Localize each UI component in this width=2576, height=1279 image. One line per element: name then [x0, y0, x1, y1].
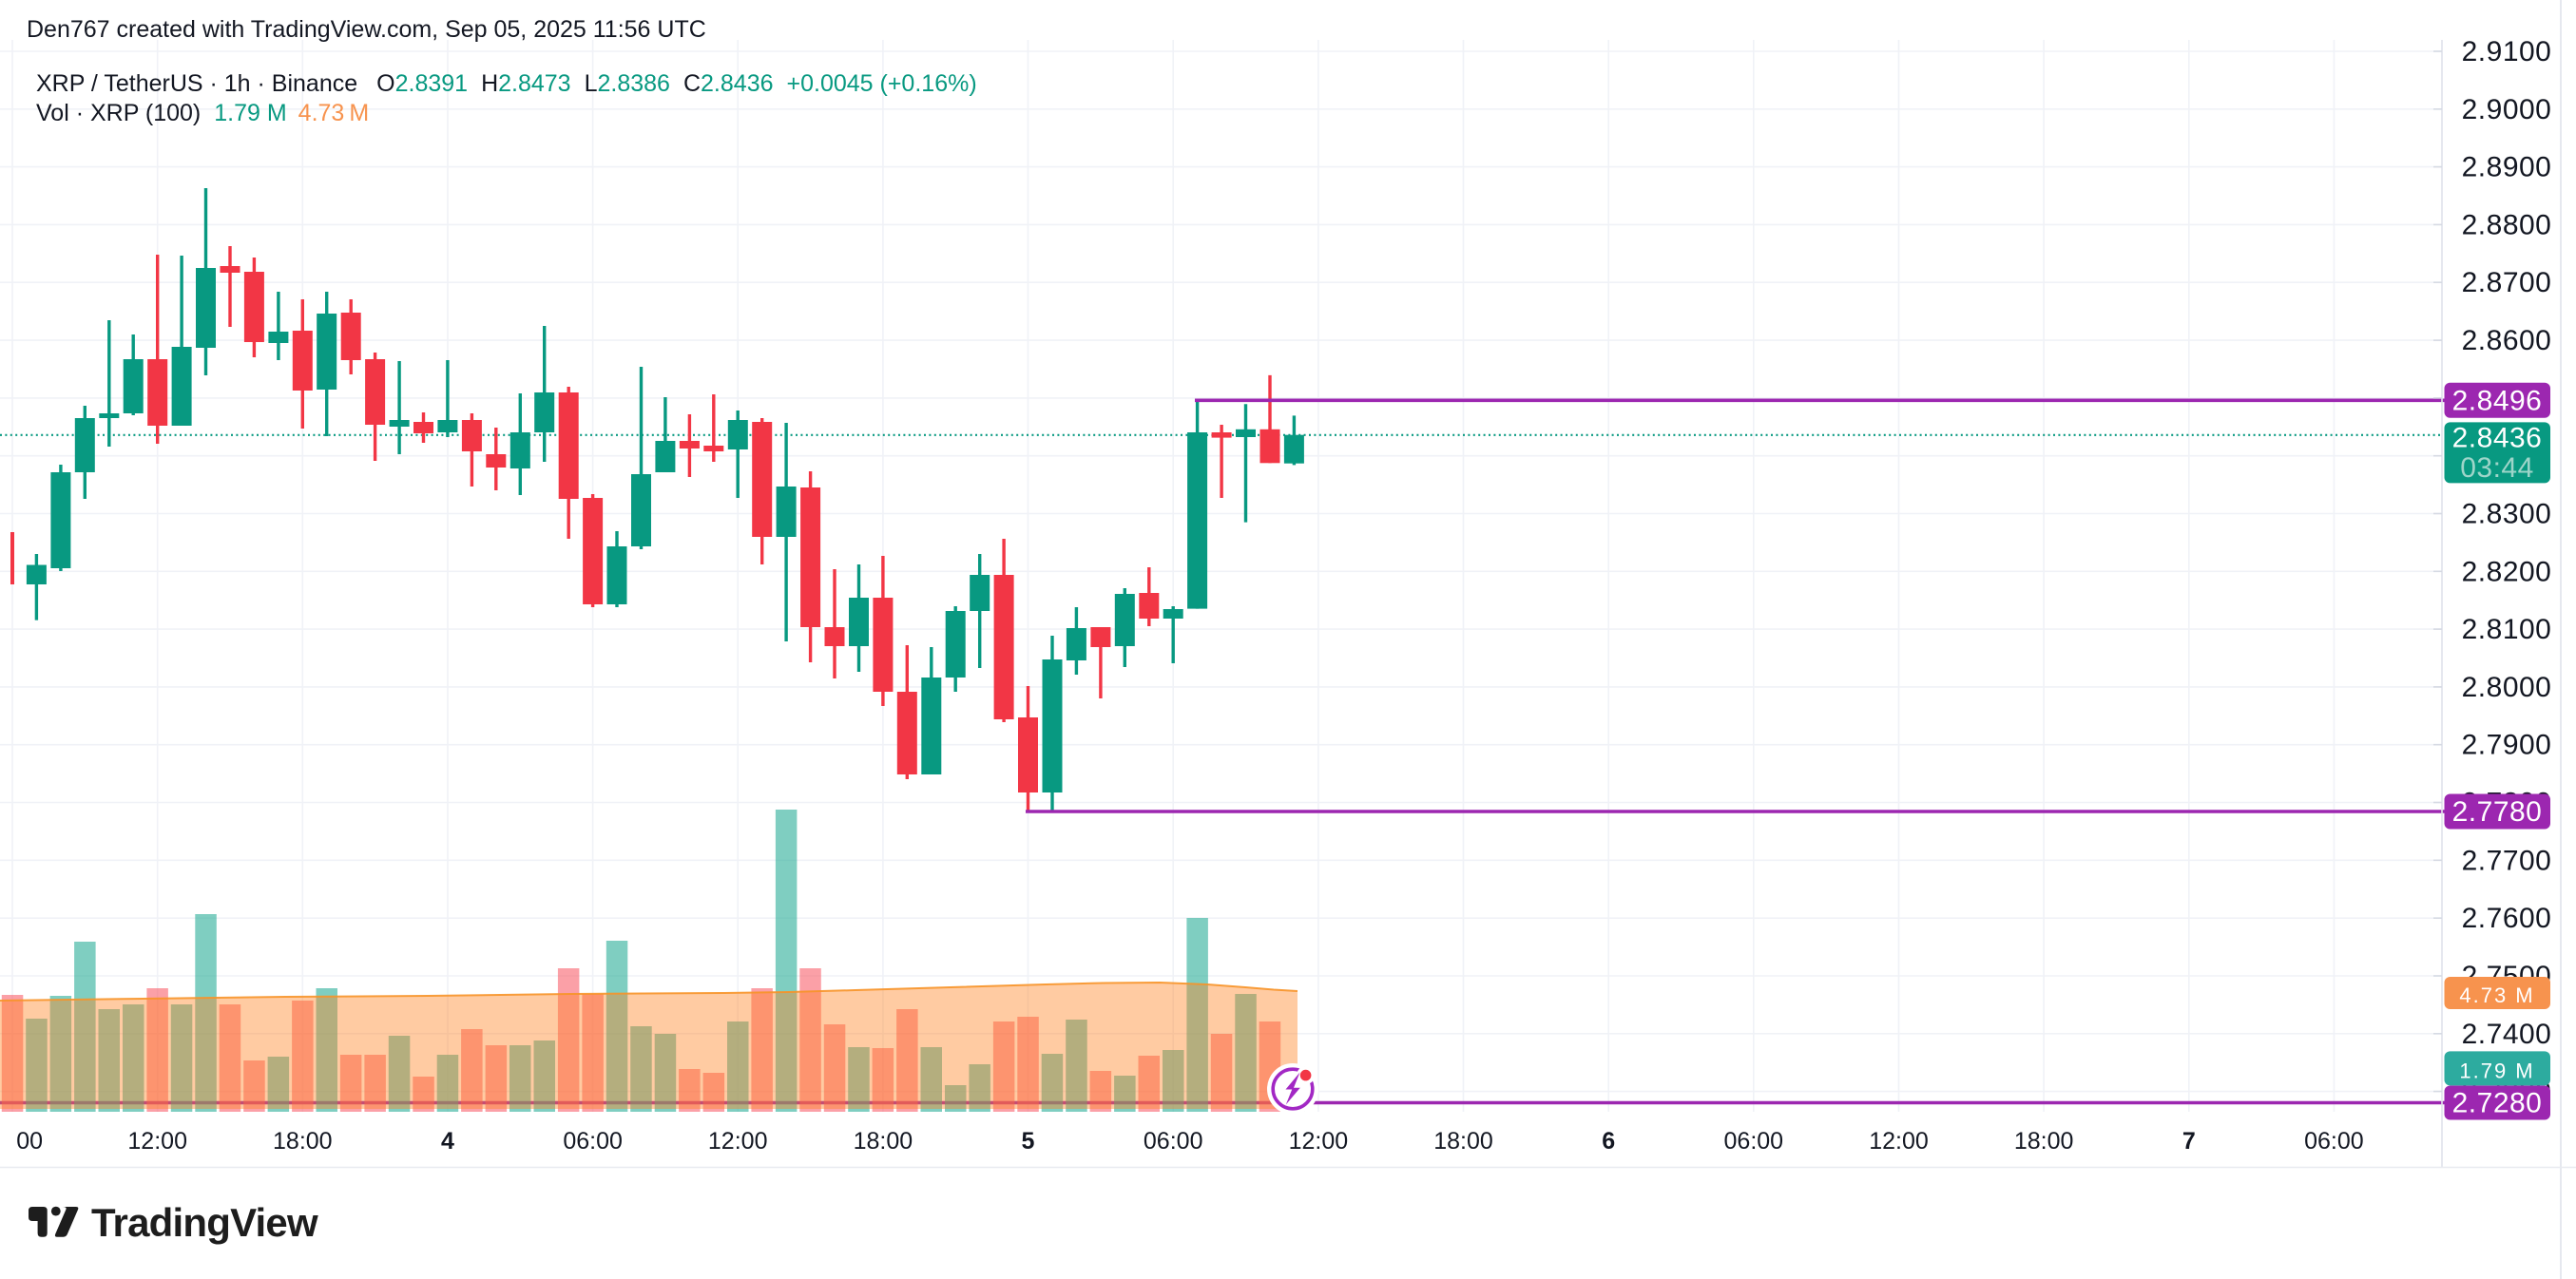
- svg-text:06:00: 06:00: [1144, 1128, 1203, 1155]
- svg-text:12:00: 12:00: [1869, 1128, 1929, 1155]
- svg-text:TradingView: TradingView: [91, 1200, 318, 1245]
- svg-text:2.8300: 2.8300: [2462, 499, 2552, 530]
- svg-text:6: 6: [1602, 1128, 1615, 1155]
- svg-text:2.8900: 2.8900: [2462, 152, 2552, 183]
- svg-text:Den767 created with TradingVie: Den767 created with TradingView.com, Sep…: [27, 16, 706, 43]
- svg-text:2.7600: 2.7600: [2462, 903, 2552, 934]
- svg-text:06:00: 06:00: [1724, 1128, 1784, 1155]
- svg-text:5: 5: [1022, 1128, 1035, 1155]
- svg-text:4.73 M: 4.73 M: [2459, 983, 2534, 1007]
- svg-text:2.8200: 2.8200: [2462, 556, 2552, 587]
- svg-text:2.7780: 2.7780: [2452, 796, 2543, 828]
- svg-text:18:00: 18:00: [1433, 1128, 1493, 1155]
- svg-text:2.8000: 2.8000: [2462, 672, 2552, 703]
- svg-text:2.9000: 2.9000: [2462, 94, 2552, 125]
- svg-text:2.7700: 2.7700: [2462, 845, 2552, 876]
- svg-text:2.7280: 2.7280: [2452, 1088, 2543, 1119]
- svg-text:12:00: 12:00: [1289, 1128, 1349, 1155]
- svg-text:06:00: 06:00: [2304, 1128, 2364, 1155]
- svg-text:2.8700: 2.8700: [2462, 267, 2552, 298]
- svg-text:03:44: 03:44: [2460, 452, 2534, 484]
- svg-text:2.7400: 2.7400: [2462, 1019, 2552, 1050]
- svg-text:12:00: 12:00: [127, 1128, 187, 1155]
- svg-text:2.7900: 2.7900: [2462, 730, 2552, 761]
- svg-text:18:00: 18:00: [854, 1128, 913, 1155]
- svg-text:00: 00: [16, 1128, 43, 1155]
- svg-text:7: 7: [2182, 1128, 2196, 1155]
- svg-text:2.8496: 2.8496: [2452, 385, 2543, 416]
- svg-text:2.9100: 2.9100: [2462, 36, 2552, 67]
- svg-text:2.8436: 2.8436: [2452, 423, 2543, 454]
- svg-text:2.8100: 2.8100: [2462, 614, 2552, 645]
- svg-text:18:00: 18:00: [273, 1128, 333, 1155]
- svg-text:2.8800: 2.8800: [2462, 209, 2552, 240]
- svg-text:18:00: 18:00: [2014, 1128, 2074, 1155]
- svg-text:06:00: 06:00: [563, 1128, 623, 1155]
- svg-text:1.79 M: 1.79 M: [2459, 1059, 2534, 1082]
- svg-text:12:00: 12:00: [708, 1128, 768, 1155]
- svg-text:4: 4: [441, 1128, 454, 1155]
- svg-text:2.8600: 2.8600: [2462, 325, 2552, 356]
